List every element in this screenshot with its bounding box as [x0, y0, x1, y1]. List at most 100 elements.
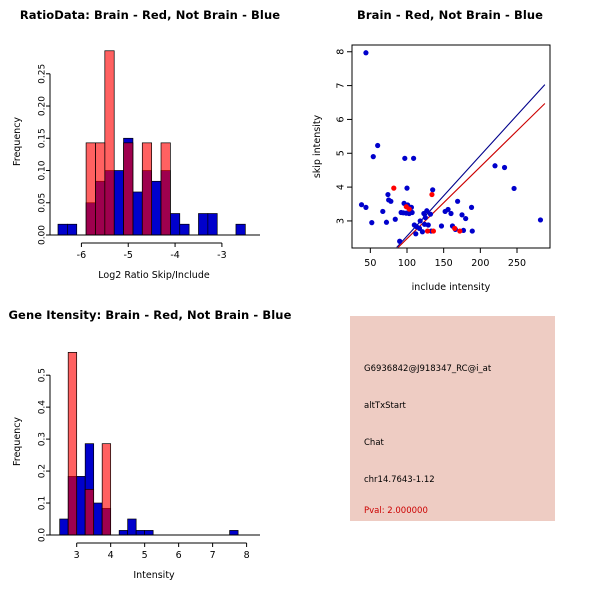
- hist_ratio-x-axis: -6 -5 -4 -3: [77, 242, 227, 261]
- y-axis-tick-label: 6: [336, 116, 347, 122]
- panel-gene-intensity-histogram: Gene Itensity: Brain - Red, Not Brain - …: [0, 300, 300, 600]
- y-axis-tick-label: 0.20: [38, 96, 48, 116]
- x-axis-label: Intensity: [133, 570, 175, 581]
- histogram-bar-blue: [113, 170, 124, 236]
- gene-histogram-title: Gene Itensity: Brain - Red, Not Brain - …: [8, 308, 292, 322]
- ratio-histogram-plot: 0.00 0.05 0.10 0.15 0.20 0.25 -6 -5 -4 -3 Log2 Rat…: [12, 50, 260, 281]
- x-axis-tick-label: 7: [210, 550, 216, 561]
- gene-histogram-plot: 0.0 0.1 0.2 0.3 0.4 0.5 3 4 5 6 7 8 Intensity Frequen…: [12, 351, 260, 581]
- scatter-point-red: [391, 185, 397, 191]
- scatter-point-blue: [397, 238, 403, 244]
- hist_ratio-y-axis: 0.00 0.05 0.10 0.15 0.20 0.25: [38, 64, 51, 245]
- histogram-bar-red: [85, 142, 96, 236]
- hist_gene-y-axis: 0.0 0.1 0.2 0.3 0.4 0.5: [38, 368, 51, 542]
- x-axis-tick-label: 50: [364, 258, 376, 269]
- scatter-point-blue: [409, 209, 415, 216]
- x-axis-tick-label: 5: [142, 550, 148, 561]
- x-axis-tick-label: 100: [398, 258, 416, 269]
- scatter-point-blue: [380, 208, 386, 215]
- scatter-point-blue: [370, 154, 376, 160]
- y-axis-tick-label: 8: [336, 49, 347, 55]
- scatter-plot: 3 4 5 6 7 8 50 100 150 200 250 include intensity ski…: [312, 44, 551, 293]
- scatter-point-blue: [375, 142, 381, 149]
- scatter-point-blue: [424, 208, 430, 214]
- y-axis-tick-label: 0.15: [38, 128, 48, 148]
- scatter-point-blue: [511, 185, 517, 192]
- hist_gene-x-axis: 3 4 5 6 7 8: [74, 542, 250, 561]
- y-axis-tick-label: 0.1: [38, 496, 48, 510]
- y-axis-tick-label: 4: [336, 184, 347, 190]
- scatter-point-blue: [459, 212, 465, 218]
- scatter-point-blue: [492, 163, 498, 169]
- scatter-point-blue: [388, 198, 394, 204]
- scatter-x-axis: 50 100 150 200 250: [364, 248, 526, 269]
- pval-label: Pval: 2.000000: [364, 506, 428, 516]
- scatter-point-blue: [425, 222, 431, 228]
- y-axis-tick-label: 0.25: [38, 64, 48, 84]
- scatter-point-red: [452, 225, 458, 231]
- histogram-bar-red: [160, 142, 171, 236]
- ratio-histogram-title: RatioData: Brain - Red, Not Brain - Blue: [19, 8, 281, 22]
- plot-frame: [351, 44, 551, 249]
- scatter-point-blue: [419, 229, 425, 235]
- x-axis-tick-label: 4: [108, 550, 114, 561]
- panel-annotation-info: G6936842@J918347_RC@i_at altTxStart Chat…: [300, 300, 600, 600]
- y-axis-tick-label: 5: [336, 150, 347, 156]
- y-axis-tick-label: 0.0: [38, 528, 48, 543]
- histogram-bar-blue: [198, 213, 209, 236]
- x-axis-tick-label: -4: [170, 250, 179, 261]
- scatter-point-blue: [363, 204, 369, 210]
- scatter-point-blue: [411, 155, 417, 161]
- histogram-bar-red: [95, 142, 106, 236]
- x-axis-tick-label: -5: [124, 250, 133, 261]
- scatter-point-red: [406, 206, 412, 212]
- panel-intensity-scatter: Brain - Red, Not Brain - Blue 3 4 5 6 7 8 50 10…: [300, 0, 600, 300]
- scatter-point-blue: [358, 202, 365, 208]
- histogram-bar-red: [104, 50, 115, 236]
- histogram-bar-blue: [59, 518, 69, 536]
- y-axis-tick-label: 0.5: [38, 368, 48, 382]
- x-axis-tick-label: 250: [508, 258, 526, 269]
- scatter-point-blue: [463, 215, 469, 222]
- histogram-bar-blue: [179, 223, 190, 236]
- histogram-bar-blue: [235, 223, 246, 236]
- x-axis-label: include intensity: [412, 282, 491, 293]
- gene-symbol-label: Chat: [364, 438, 384, 448]
- y-axis-label: Frequency: [12, 417, 23, 466]
- panel-ratio-histogram: RatioData: Brain - Red, Not Brain - Blue…: [0, 0, 300, 300]
- y-axis-tick-label: 0.00: [38, 225, 48, 245]
- histogram-bar-blue: [229, 530, 239, 536]
- y-axis-label: skip intensity: [312, 114, 323, 178]
- histogram-bar-blue: [144, 530, 154, 536]
- histogram-bar-red: [101, 443, 112, 536]
- histogram-bar-blue: [67, 223, 78, 236]
- x-axis-tick-label: 200: [471, 258, 489, 269]
- scatter-point-blue: [448, 210, 454, 217]
- scatter-point-blue: [369, 220, 375, 226]
- scatter-point-blue: [363, 50, 369, 56]
- scatter-point-red: [457, 228, 463, 234]
- fit-line-red-fit: [397, 103, 546, 248]
- histogram-bar-blue: [127, 518, 137, 536]
- scatter-point-blue: [422, 214, 428, 221]
- scatter-point-blue: [402, 155, 408, 161]
- scatter-point-blue: [404, 185, 410, 191]
- histogram-bar-blue: [93, 502, 103, 536]
- x-axis-tick-label: 3: [74, 550, 80, 561]
- annotation-box: G6936842@J918347_RC@i_at altTxStart Chat…: [350, 316, 555, 521]
- histogram-bar-red: [84, 488, 95, 536]
- y-axis-tick-label: 0.10: [38, 160, 48, 180]
- histogram-bar-blue: [135, 530, 146, 536]
- scatter-title: Brain - Red, Not Brain - Blue: [356, 8, 544, 22]
- scatter-y-axis: 3 4 5 6 7 8: [336, 49, 352, 224]
- scatter-points: [358, 50, 544, 244]
- histogram-bar-red: [141, 142, 153, 236]
- scatter-point-blue: [392, 216, 398, 222]
- scatter-point-blue: [427, 211, 434, 217]
- histogram-bar-blue: [132, 191, 143, 236]
- scatter-point-blue: [438, 223, 445, 229]
- y-axis-tick-label: 7: [336, 83, 347, 89]
- histogram-bar-blue: [57, 223, 68, 236]
- scatter-point-red: [429, 191, 435, 198]
- scatter-point-blue: [501, 164, 508, 171]
